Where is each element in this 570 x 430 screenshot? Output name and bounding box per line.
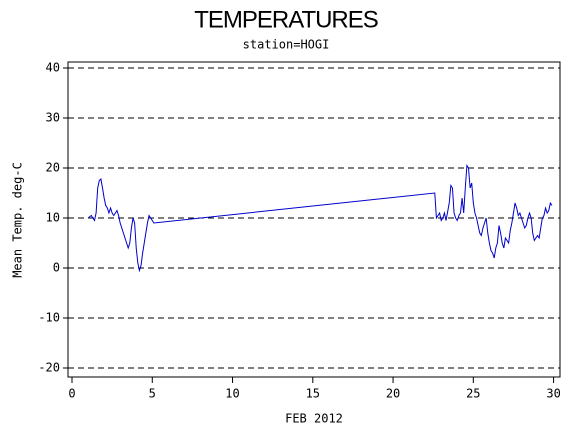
- y-tick-label: 20: [46, 161, 60, 175]
- plot-frame: [67, 61, 561, 378]
- x-tick-label: 25: [466, 387, 480, 401]
- y-axis-label: Mean Temp. deg-C: [11, 162, 25, 278]
- x-axis-label: FEB 2012: [285, 412, 343, 426]
- x-tick-label: 15: [306, 387, 320, 401]
- x-tick-label: 20: [386, 387, 400, 401]
- data-line: [87, 163, 553, 273]
- x-tick-label: 10: [225, 387, 239, 401]
- y-tick-label: 0: [53, 261, 60, 275]
- y-tick-label: 30: [46, 111, 60, 125]
- chart-title: TEMPERATURES: [194, 6, 378, 33]
- x-tick-label: 30: [546, 387, 560, 401]
- chart-subtitle: station=HOGI: [243, 38, 330, 52]
- y-tick-label: 40: [46, 61, 60, 75]
- x-tick-label: 5: [149, 387, 156, 401]
- y-tick-label: -10: [38, 311, 60, 325]
- y-tick-label: 10: [46, 211, 60, 225]
- x-tick-label: 0: [68, 387, 75, 401]
- y-tick-label: -20: [38, 361, 60, 375]
